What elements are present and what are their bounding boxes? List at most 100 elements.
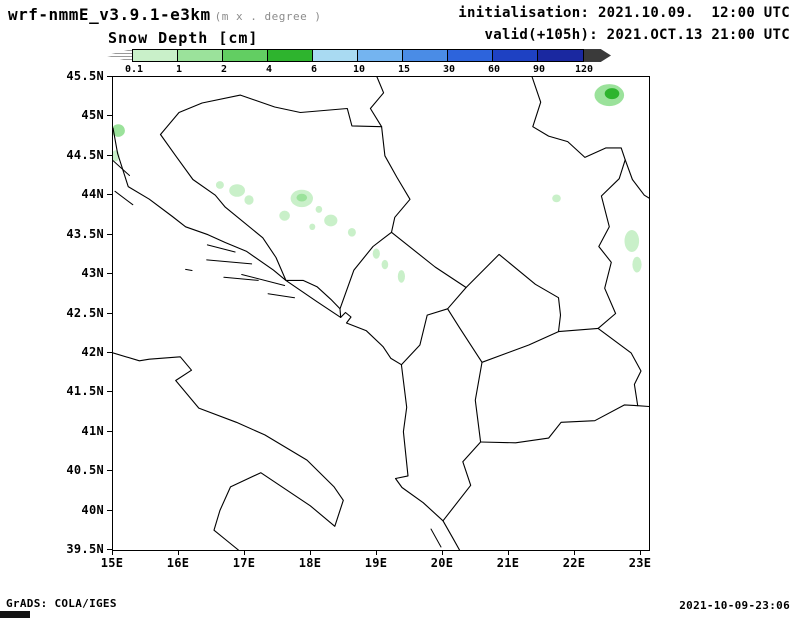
model-subtitle: (m x . degree ) [214,10,322,23]
y-tick-mark [107,76,112,77]
colorbar-level-label: 1 [175,64,183,75]
colorbar-underflow-arrow [105,49,132,62]
colorbar-level-label: 4 [265,64,273,75]
colorbar-segments [105,49,611,62]
field-title: Snow Depth [cm] [108,29,259,47]
colorbar-segment [178,50,223,61]
colorbar-segment [223,50,268,61]
y-tick-label: 44.5N [66,147,104,162]
snow-patch [397,270,405,283]
border-bosnia-south [285,279,341,310]
y-tick-label: 39.5N [66,542,104,556]
colorbar-body [132,49,584,62]
x-tick-label: 16E [166,556,190,570]
x-tick-mark [508,550,509,555]
valid-time: valid(+105h): 2021.OCT.13 21:00 UTC [484,27,790,43]
snow-patch [372,248,380,259]
snow-patch [244,195,254,205]
y-tick-mark [107,194,112,196]
grads-corner-logo [0,611,30,618]
colorbar-level-label: 10 [352,64,366,75]
border-kosovo-north [447,253,562,333]
x-tick-mark [640,550,641,555]
x-tick-label: 18E [298,556,322,570]
generation-timestamp: 2021-10-09-23:06 [679,599,790,612]
y-tick-label: 41N [81,423,104,438]
snow-patch [324,214,338,227]
colorbar-level-label: 60 [487,64,501,75]
initialisation-time: initialisation: 2021.10.09. 12:00 UTC [458,5,790,21]
x-tick-mark [310,550,311,555]
colorbar-segment [133,50,178,61]
colorbar-level-label: 120 [574,64,594,75]
snow-patch [632,256,642,273]
y-tick-mark [107,233,112,235]
y-tick-mark [107,509,112,511]
x-tick-label: 17E [232,556,256,570]
y-tick-mark [107,115,112,117]
colorbar-overflow-arrow [584,49,611,62]
snow-patch [296,193,308,202]
y-tick-label: 44N [81,187,104,202]
colorbar-segment [358,50,403,61]
y-tick-label: 43.5N [66,226,104,241]
border-albania-greece [442,441,482,522]
coastline-islands [113,160,442,548]
x-tick-label: 20E [430,556,454,570]
border-bosnia-west [159,133,287,281]
y-tick-mark [107,154,112,156]
snow-patch [381,259,389,270]
snow-patch [309,223,316,230]
coastline-italy [113,352,344,550]
y-tick-mark [107,470,112,472]
border-bosnia-north-east [159,94,411,318]
x-tick-label: 22E [562,556,586,570]
colorbar-level-label: 30 [442,64,456,75]
snow-patch [229,184,245,197]
x-tick-label: 21E [496,556,520,570]
y-tick-mark [107,549,112,550]
snow-patch [315,205,323,213]
y-tick-mark [107,312,112,314]
x-tick-label: 15E [100,556,124,570]
y-tick-label: 45.5N [66,69,104,83]
border-albania-east [474,361,483,443]
grads-credit: GrADS: COLA/IGES [6,597,117,610]
x-tick-mark [178,550,179,555]
border-danube-romania-bulgaria [624,159,649,199]
x-tick-mark [376,550,377,555]
y-tick-mark [107,391,112,393]
border-montenegro-serbia [390,231,467,289]
map-canvas [113,77,649,550]
colorbar-segment [538,50,583,61]
border-macedonia-greece [480,404,649,444]
snow-patch [113,124,125,137]
border-croatia-serbia [369,77,385,128]
y-tick-label: 42N [81,344,104,359]
map-plot-frame [112,76,650,551]
y-tick-label: 40.5N [66,463,104,478]
x-tick-mark [244,550,245,555]
x-tick-label: 23E [628,556,652,570]
model-title-text: wrf-nmmE_v3.9.1-e3km [8,5,211,24]
coastline-adriatic-east [113,127,461,550]
y-tick-label: 41.5N [66,384,104,399]
y-tick-label: 42.5N [66,305,104,320]
border-kosovo-west [447,308,483,363]
colorbar-level-label: 90 [532,64,546,75]
colorbar-level-label: 6 [310,64,318,75]
model-title: wrf-nmmE_v3.9.1-e3km (m x . degree ) [8,5,322,24]
snow-patch [624,230,640,252]
colorbar-legend: 0.1 1 2 4 6 10 15 30 60 90 120 [105,49,611,75]
snow-patch [347,228,356,237]
colorbar-segment [493,50,538,61]
colorbar-segment [268,50,313,61]
snow-patch [279,210,290,221]
x-tick-mark [442,550,443,555]
colorbar-segment [448,50,493,61]
x-tick-mark [112,550,113,555]
y-tick-label: 45N [81,108,104,123]
snow-patch [552,194,561,203]
colorbar-segment [403,50,448,61]
